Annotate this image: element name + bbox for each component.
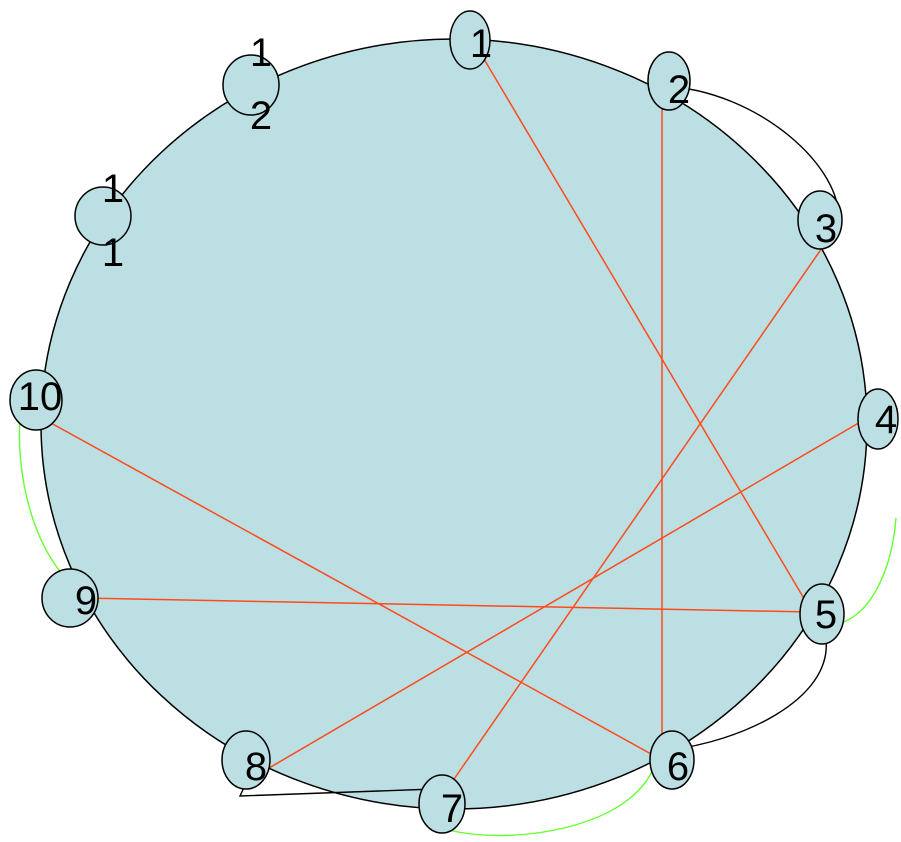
- node-11: 1 1: [74, 167, 132, 275]
- node-10-bubble: [9, 369, 63, 431]
- node-7-label: 7: [441, 787, 463, 831]
- node-5-bubble: [799, 583, 845, 645]
- node-7: 7: [418, 774, 466, 834]
- node-6-bubble: [649, 730, 695, 790]
- node-12-label-line2: 2: [250, 94, 272, 138]
- arc-6-7: [435, 749, 659, 837]
- node-7-bubble: [418, 774, 466, 834]
- node-12: 1 2: [222, 31, 280, 138]
- node-9-label: 9: [75, 579, 97, 623]
- chord-connections: [39, 53, 863, 783]
- arc-5-6: [667, 639, 827, 751]
- node-8-label: 8: [245, 745, 267, 789]
- node-6: 6: [649, 730, 695, 790]
- node-11-label: 1: [102, 167, 124, 211]
- node-1-bubble: [449, 10, 491, 70]
- node-9-bubble: [41, 568, 99, 628]
- node-5-label: 5: [815, 593, 837, 637]
- node-11-bubble: [74, 186, 132, 246]
- node-8: 8: [221, 730, 271, 790]
- ring-background-circle: [40, 38, 868, 810]
- node-8-bubble: [221, 730, 271, 790]
- node-3: 3: [797, 190, 843, 251]
- nodes: 1 2 3 4 5: [9, 10, 899, 834]
- node-1-label: 1: [470, 22, 492, 66]
- node-2-bubble: [647, 51, 691, 111]
- chord-1-5: [480, 53, 813, 613]
- node-3-label: 3: [815, 207, 837, 251]
- node-1: 1: [449, 10, 492, 70]
- chord-5-9: [79, 597, 813, 613]
- chord-3-7: [451, 221, 841, 783]
- node-2-label: 2: [668, 68, 690, 112]
- node-6-label: 6: [667, 745, 689, 789]
- node-10-label: 10: [18, 375, 63, 419]
- chord-4-8: [251, 420, 863, 779]
- node-4: 4: [857, 388, 899, 450]
- node-4-label: 4: [875, 398, 897, 442]
- node-5: 5: [799, 583, 845, 645]
- chord-6-10: [39, 416, 663, 761]
- node-11-label-line2: 1: [102, 231, 124, 275]
- node-10: 10: [9, 369, 63, 431]
- node-4-bubble: [857, 388, 899, 450]
- node-9: 9: [41, 568, 99, 628]
- node-12-bubble: [222, 54, 280, 116]
- node-3-bubble: [797, 190, 843, 250]
- node-12-label: 1: [250, 31, 272, 75]
- node-2: 2: [647, 51, 691, 112]
- arc-4-5: [835, 517, 897, 625]
